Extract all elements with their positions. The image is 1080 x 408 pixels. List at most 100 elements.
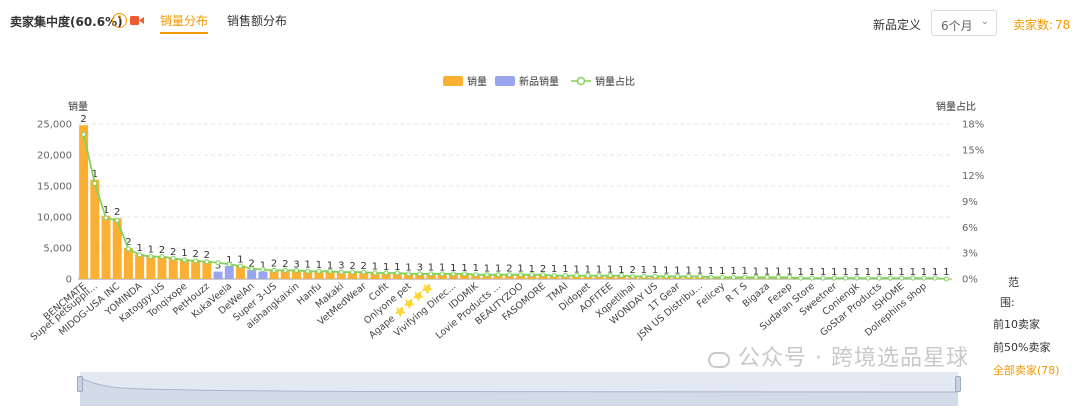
- bar-sales: [359, 272, 369, 279]
- bar-sales: [191, 259, 201, 279]
- y-axis-title: 销量: [68, 100, 88, 113]
- bar-label: 1: [450, 263, 456, 274]
- bar-label: 1: [529, 264, 535, 275]
- bar-label: 1: [753, 266, 759, 277]
- slider-handle-right[interactable]: [955, 376, 961, 392]
- bar-label: 2: [506, 264, 512, 275]
- bar-new-sales: [258, 271, 268, 279]
- bar-label: 1: [842, 267, 848, 278]
- share-point: [607, 273, 613, 279]
- tab-sales-distribution[interactable]: 销量分布: [160, 14, 209, 34]
- slider-handle-left[interactable]: [77, 376, 83, 392]
- share-point: [652, 273, 658, 279]
- bar-label: 3: [215, 261, 221, 272]
- share-point: [540, 272, 546, 278]
- share-point: [764, 274, 770, 280]
- share-point: [193, 258, 199, 264]
- bar-label: 1: [495, 263, 501, 274]
- bar-sales: [179, 259, 189, 279]
- bar-label: 1: [316, 260, 322, 271]
- bar-label: 1: [831, 267, 837, 278]
- range-option-top50pct[interactable]: 前50%卖家: [993, 341, 1051, 354]
- bar-label: 1: [742, 266, 748, 277]
- bar-sales: [437, 273, 447, 279]
- share-point: [887, 275, 893, 281]
- new-product-period-select[interactable]: 6个月 ⌄: [931, 10, 997, 36]
- share-point: [753, 274, 759, 280]
- bar-label: 1: [439, 263, 445, 274]
- tab-revenue-distribution[interactable]: 销售额分布: [227, 14, 288, 28]
- bar-sales: [135, 254, 145, 279]
- share-point: [809, 275, 815, 281]
- share-point: [260, 267, 266, 273]
- range-option-all[interactable]: 全部卖家(78): [993, 364, 1060, 377]
- bar-sales: [303, 270, 313, 279]
- bar-label: 1: [428, 263, 434, 274]
- share-point: [641, 273, 647, 279]
- y2-axis-title: 销量占比: [936, 100, 976, 113]
- bar-label: 2: [159, 245, 165, 256]
- bar-label: 1: [372, 261, 378, 272]
- video-icon[interactable]: [130, 16, 144, 25]
- share-point: [439, 271, 445, 277]
- range-option-top10[interactable]: 前10卖家: [993, 318, 1040, 331]
- y2-tick-label: 0%: [962, 275, 978, 286]
- bar-label: 2: [282, 259, 288, 270]
- bar-sales: [325, 271, 335, 279]
- share-point: [428, 271, 434, 277]
- bar-label: 1: [484, 263, 490, 274]
- share-point: [775, 274, 781, 280]
- zoom-slider[interactable]: [77, 372, 961, 406]
- share-point: [237, 263, 243, 269]
- bar-label: 2: [192, 249, 198, 260]
- bar-label: 1: [562, 264, 568, 275]
- wechat-icon: [708, 352, 730, 368]
- bar-label: 1: [876, 267, 882, 278]
- bar-label: 1: [674, 265, 680, 276]
- bar-label: 1: [685, 266, 691, 277]
- share-point: [630, 273, 636, 279]
- bar-label: 1: [383, 262, 389, 273]
- bar-label: 1: [405, 262, 411, 273]
- share-point: [204, 259, 210, 265]
- share-point: [316, 268, 322, 274]
- bar-label: 1: [596, 265, 602, 276]
- bar-sales: [460, 274, 470, 279]
- legend-marker-share: [576, 76, 586, 86]
- bar-label: 2: [629, 265, 635, 276]
- share-point: [932, 275, 938, 281]
- share-point: [282, 267, 288, 273]
- bar-label: 2: [248, 259, 254, 270]
- bar-label: 1: [551, 264, 557, 275]
- share-point: [137, 252, 143, 258]
- bar-label: 1: [921, 267, 927, 278]
- share-point: [697, 273, 703, 279]
- bar-label: 1: [517, 264, 523, 275]
- bar-new-sales: [247, 269, 257, 279]
- bar-label: 1: [305, 260, 311, 271]
- watermark: 公众号 · 跨境选品星球: [738, 346, 969, 371]
- bar-label: 2: [114, 207, 120, 218]
- legend-label-new: 新品销量: [519, 75, 559, 88]
- bar-sales: [392, 273, 402, 279]
- y-tick-label: 10,000: [37, 213, 72, 224]
- share-point: [596, 273, 602, 279]
- share-point: [181, 257, 187, 263]
- share-point: [462, 271, 468, 277]
- bar-label: 1: [865, 267, 871, 278]
- bar-label: 1: [618, 265, 624, 276]
- share-point: [92, 180, 98, 186]
- bar-label: 1: [775, 267, 781, 278]
- help-icon[interactable]: ?: [112, 13, 127, 28]
- bar-label: 1: [943, 267, 949, 278]
- share-point: [417, 271, 423, 277]
- bar-label: 1: [260, 261, 266, 272]
- share-point: [574, 273, 580, 279]
- bar-label: 1: [719, 266, 725, 277]
- bar-label: 1: [809, 267, 815, 278]
- y2-tick-label: 12%: [962, 171, 984, 182]
- share-point: [406, 271, 412, 277]
- bar-sales: [292, 270, 301, 279]
- y-tick-label: 15,000: [37, 182, 72, 193]
- share-point: [518, 272, 524, 278]
